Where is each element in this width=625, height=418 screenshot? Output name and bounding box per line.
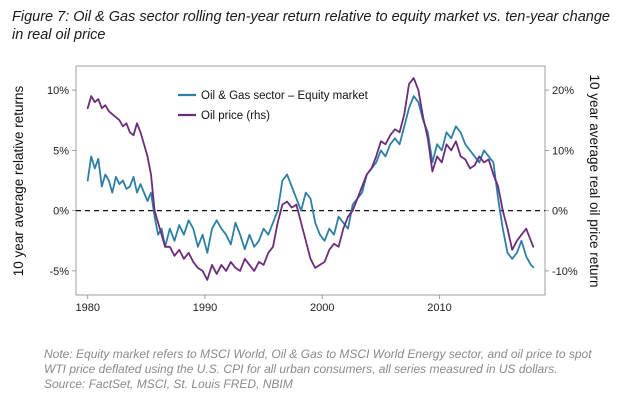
figure-title: Figure 7: Oil & Gas sector rolling ten-y…	[12, 9, 610, 43]
y-axis-left-title: 10 year average relative returns	[11, 85, 26, 276]
y2-tick-label: 10%	[552, 145, 574, 157]
x-tick-label: 1990	[193, 302, 217, 314]
x-tick-label: 2000	[310, 302, 334, 314]
legend-label-oil-price: Oil price (rhs)	[201, 110, 270, 122]
y-tick-label: 10%	[47, 85, 69, 97]
y2-tick-label: 20%	[552, 85, 574, 97]
legend-label-oil-gas: Oil & Gas sector – Equity market	[201, 90, 369, 102]
y-axis-left-ticks: 10% 5% 0% -5%	[47, 85, 76, 278]
y-axis-right-title: 10 year average real oil price return	[587, 74, 602, 287]
series-line-oil-gas	[86, 95, 535, 269]
y-axis-right-ticks: 20% 10% 0% -10%	[545, 85, 578, 278]
x-axis-ticks: 1980 1990 2000 2010	[75, 295, 452, 314]
y-tick-label: 5%	[53, 145, 69, 157]
y2-tick-label: -10%	[552, 266, 578, 278]
x-tick-label: 1980	[75, 302, 99, 314]
series-lines	[86, 77, 535, 281]
legend: Oil & Gas sector – Equity market Oil pri…	[178, 90, 369, 122]
y-tick-label: -5%	[49, 266, 69, 278]
plot-area-frame	[75, 65, 546, 296]
y2-tick-label: 0%	[552, 206, 568, 218]
y-tick-label: 0%	[53, 206, 69, 218]
series-line-oil-price	[86, 77, 535, 281]
x-tick-label: 2010	[427, 302, 451, 314]
figure-note: Note: Equity market refers to MSCI World…	[44, 347, 592, 391]
